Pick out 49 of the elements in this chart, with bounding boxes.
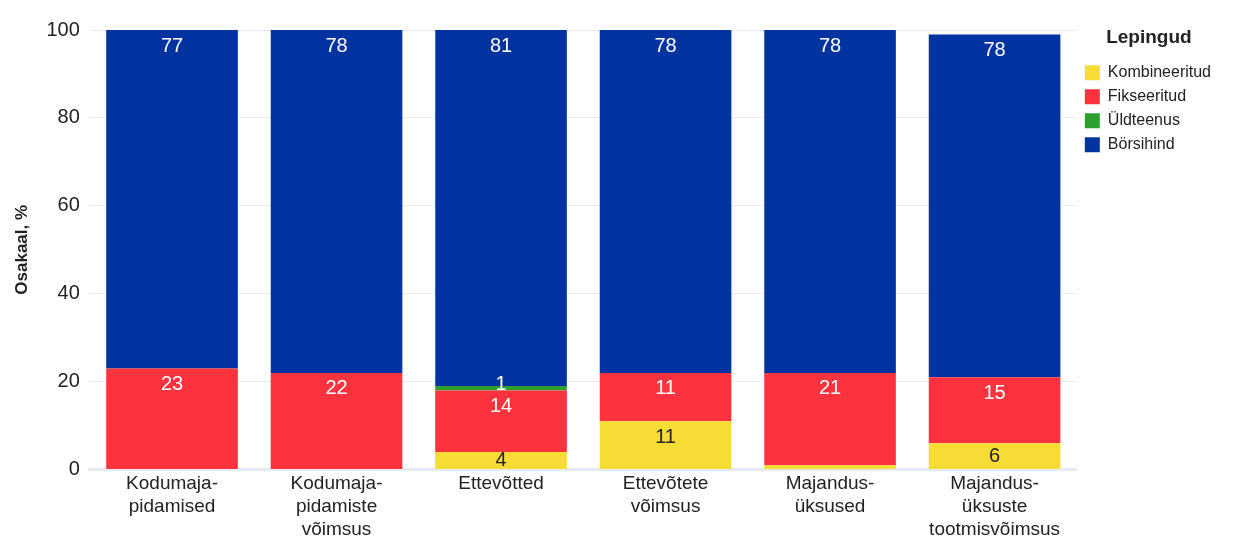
y-axis-title: Osakaal, %	[11, 204, 31, 295]
legend-label: Üldteenus	[1107, 111, 1180, 129]
bar	[764, 30, 896, 373]
data-label: 78	[654, 33, 677, 56]
data-label: 14	[489, 393, 513, 416]
y-tick-label: 40	[57, 281, 80, 304]
data-label: 22	[325, 376, 348, 399]
bar	[928, 34, 1061, 378]
data-label: 15	[983, 380, 1006, 403]
data-label: 11	[655, 376, 676, 399]
legend-title: Lepingud	[1106, 25, 1192, 47]
data-label: 6	[989, 443, 1001, 466]
bar	[764, 465, 896, 470]
x-tick-label: Majandus- üksuste tootmisvõimsus	[929, 472, 1061, 539]
x-tick-label: Ettevõtted	[458, 472, 544, 494]
data-label: 78	[983, 37, 1006, 60]
data-label: 1	[495, 371, 507, 394]
bar	[435, 452, 567, 470]
bar	[599, 372, 732, 422]
y-tick-label: 80	[57, 105, 80, 128]
data-label: 11	[655, 424, 676, 447]
data-label: 21	[818, 376, 842, 399]
bar	[599, 30, 732, 373]
data-label: 77	[160, 33, 184, 56]
data-label: 78	[325, 33, 348, 56]
y-tick-label: 0	[68, 457, 80, 480]
legend-label: Kombineeritud	[1107, 63, 1211, 81]
bar	[928, 377, 1061, 444]
bar	[106, 368, 238, 470]
bar	[764, 372, 896, 466]
legend-label: Börsihind	[1107, 135, 1175, 153]
data-label: 23	[160, 372, 184, 395]
bar	[435, 390, 567, 453]
x-tick-label: Kodumaja- pidamiste võimsus	[290, 472, 383, 539]
x-tick-label: Majandus- üksused	[785, 472, 875, 517]
bar	[928, 443, 1061, 470]
data-label: 78	[818, 33, 842, 56]
y-tick-label: 100	[46, 17, 80, 40]
x-tick-label: Kodumaja- pidamised	[126, 472, 218, 517]
data-label: 81	[489, 33, 513, 56]
bar	[106, 30, 238, 369]
bar	[270, 372, 403, 470]
legend-label: Fikseeritud	[1107, 87, 1187, 105]
y-tick-label: 60	[57, 193, 80, 216]
x-tick-label: Ettevõtete võimsus	[622, 472, 709, 517]
y-tick-label: 20	[57, 369, 80, 392]
bar	[270, 30, 403, 373]
data-label: 4	[495, 448, 507, 471]
bar	[599, 421, 732, 470]
